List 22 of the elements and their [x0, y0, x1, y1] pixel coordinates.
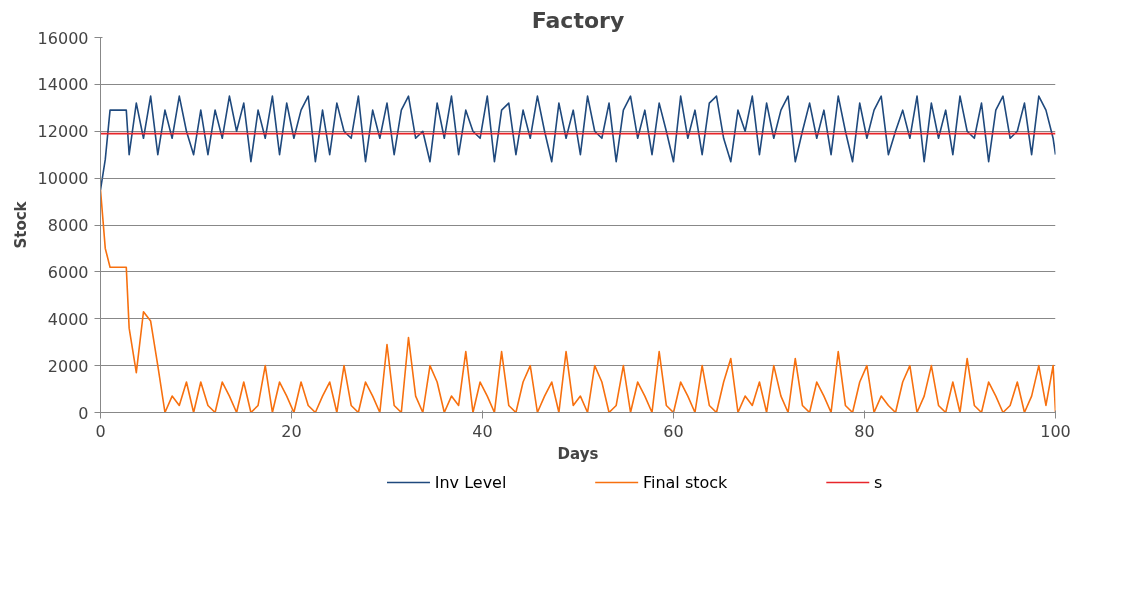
y-tick-label: 10000: [37, 169, 89, 189]
y-tick-label: 8000: [47, 216, 89, 235]
x-tick-label: 0: [95, 421, 106, 441]
y-tick-label: 0: [78, 403, 89, 423]
y-tick-label: 16000: [37, 28, 89, 48]
y-axis-title: Stock: [11, 200, 30, 249]
x-tick-label: 40: [472, 421, 493, 441]
legend-label: Inv Level: [434, 473, 507, 492]
line-series: [100, 95, 1056, 191]
y-tick-label: 2000: [47, 356, 89, 376]
y-tick-label: 12000: [37, 122, 89, 142]
y-tick-label: 4000: [47, 309, 89, 329]
x-axis-title: Days: [557, 444, 599, 463]
x-tick-label: 60: [663, 421, 684, 441]
chart-title: Factory: [531, 7, 625, 33]
x-tick-label: 80: [854, 421, 875, 441]
y-tick-label: 14000: [37, 75, 89, 95]
legend-label: s: [874, 473, 883, 492]
x-tick-label: 100: [1040, 421, 1071, 441]
x-tick-label: 20: [281, 421, 302, 441]
legend-label: Final stock: [642, 473, 729, 492]
y-tick-label: 6000: [47, 262, 89, 282]
